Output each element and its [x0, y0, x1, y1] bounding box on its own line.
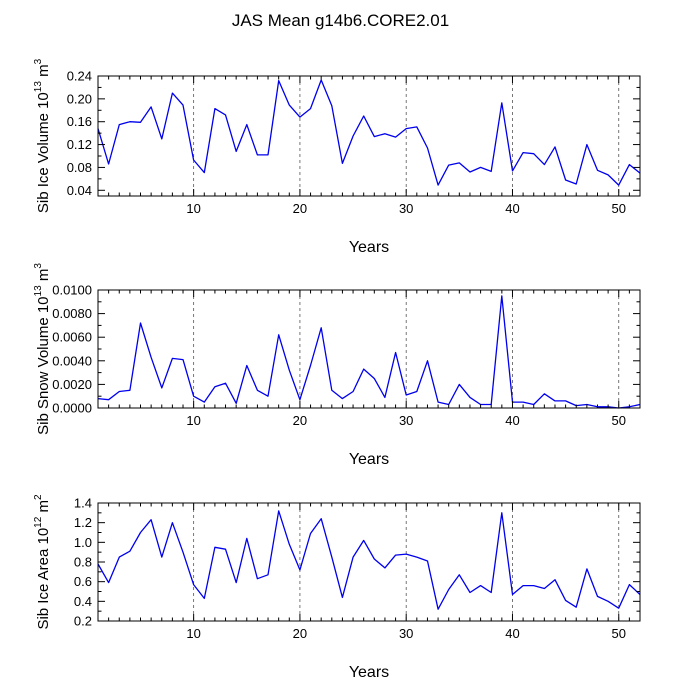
ice-volume-ytick-label-0: 0.04 — [67, 183, 92, 198]
snow-volume-xlabel: Years — [349, 451, 389, 468]
snow-volume-xtick-label-10: 10 — [186, 413, 200, 428]
snow-volume-ylabel-part-0: Sib Snow Volume 10 — [35, 296, 52, 434]
snow-volume-ytick-label-3: 0.0060 — [52, 330, 92, 345]
ice-area-ytick-label-3: 0.8 — [74, 555, 92, 570]
snow-volume-series-line — [97, 295, 641, 409]
snow-volume-xtick-label-30: 30 — [399, 413, 413, 428]
ice-volume-ytick-label-4: 0.20 — [67, 91, 92, 106]
ice-area-plot-frame — [97, 502, 641, 622]
ice-area-ytick-label-5: 1.2 — [74, 515, 92, 530]
ice-volume-plot-frame — [97, 75, 641, 197]
ice-area-xtick-label-50: 50 — [612, 626, 626, 641]
snow-volume-ytick-label-4: 0.0080 — [52, 306, 92, 321]
snow-volume-ylabel-part-3: 3 — [33, 263, 44, 269]
snow-volume-plot-frame — [97, 289, 641, 409]
ice-volume-ytick-label-2: 0.12 — [67, 137, 92, 152]
snow-volume-ylabel: Sib Snow Volume 1013 m3 — [33, 263, 52, 435]
snow-volume-ytick-label-2: 0.0040 — [52, 353, 92, 368]
ice-volume-xtick-label-40: 40 — [505, 201, 519, 216]
snow-volume-xtick-label-40: 40 — [505, 413, 519, 428]
ice-area-ytick-label-0: 0.2 — [74, 614, 92, 629]
snow-volume-xtick-label-20: 20 — [293, 413, 307, 428]
ice-volume-xlabel: Years — [349, 239, 389, 256]
ice-area-ylabel-part-0: Sib Ice Area 10 — [35, 528, 52, 630]
ice-area-xtick-label-30: 30 — [399, 626, 413, 641]
ice-area-ytick-label-6: 1.4 — [74, 496, 92, 511]
ice-area-ytick-label-1: 0.4 — [74, 594, 92, 609]
panel-ice-area: 10 20 30 40 50 0.2 0.4 0.6 0.8 1.0 1.2 1.4 Years Sib … — [33, 494, 641, 681]
panel-snow-volume: 10 20 30 40 50 0.0000 0.0020 0.0040 0.0060 0.0080… — [33, 263, 641, 468]
ice-volume-ylabel-part-3: 3 — [33, 58, 44, 64]
ice-volume-ylabel-part-0: Sib Ice Volume 10 — [35, 92, 52, 213]
ice-volume-xtick-label-20: 20 — [293, 201, 307, 216]
ice-volume-ylabel-part-2: m — [35, 64, 52, 81]
ice-volume-ylabel-part-1: 13 — [33, 81, 44, 93]
ice-area-ytick-label-2: 0.6 — [74, 574, 92, 589]
ice-volume-xtick-label-30: 30 — [399, 201, 413, 216]
panel-ice-volume: 10 20 30 40 50 0.04 0.08 0.12 0.16 0.20 0.24 Years S… — [33, 58, 641, 256]
ice-volume-ytick-label-3: 0.16 — [67, 114, 92, 129]
figure-title: JAS Mean g14b6.CORE2.01 — [232, 11, 449, 30]
ice-area-ylabel-part-2: m — [35, 500, 52, 517]
snow-volume-ylabel-part-1: 13 — [33, 285, 44, 297]
ice-volume-ytick-label-5: 0.24 — [67, 69, 92, 84]
snow-volume-ytick-label-0: 0.0000 — [52, 401, 92, 416]
ice-area-ylabel-part-3: 2 — [33, 494, 44, 500]
ice-volume-xtick-label-50: 50 — [612, 201, 626, 216]
ice-area-xtick-label-10: 10 — [186, 626, 200, 641]
ice-area-xtick-label-40: 40 — [505, 626, 519, 641]
ice-area-ylabel: Sib Ice Area 1012 m2 — [33, 494, 52, 630]
ice-area-ylabel-part-1: 12 — [33, 516, 44, 528]
ice-volume-ylabel: Sib Ice Volume 1013 m3 — [33, 58, 52, 213]
ice-volume-xtick-label-10: 10 — [186, 201, 200, 216]
ice-area-xtick-label-20: 20 — [293, 626, 307, 641]
snow-volume-ytick-label-1: 0.0020 — [52, 377, 92, 392]
ice-area-xlabel: Years — [349, 664, 389, 681]
ice-volume-series-line — [97, 79, 641, 186]
ice-area-ytick-label-4: 1.0 — [74, 535, 92, 550]
ice-volume-ytick-label-1: 0.08 — [67, 160, 92, 175]
snow-volume-ytick-label-5: 0.0100 — [52, 283, 92, 298]
snow-volume-ylabel-part-2: m — [35, 269, 52, 286]
snow-volume-xtick-label-50: 50 — [612, 413, 626, 428]
ice-area-series-line — [97, 510, 641, 610]
